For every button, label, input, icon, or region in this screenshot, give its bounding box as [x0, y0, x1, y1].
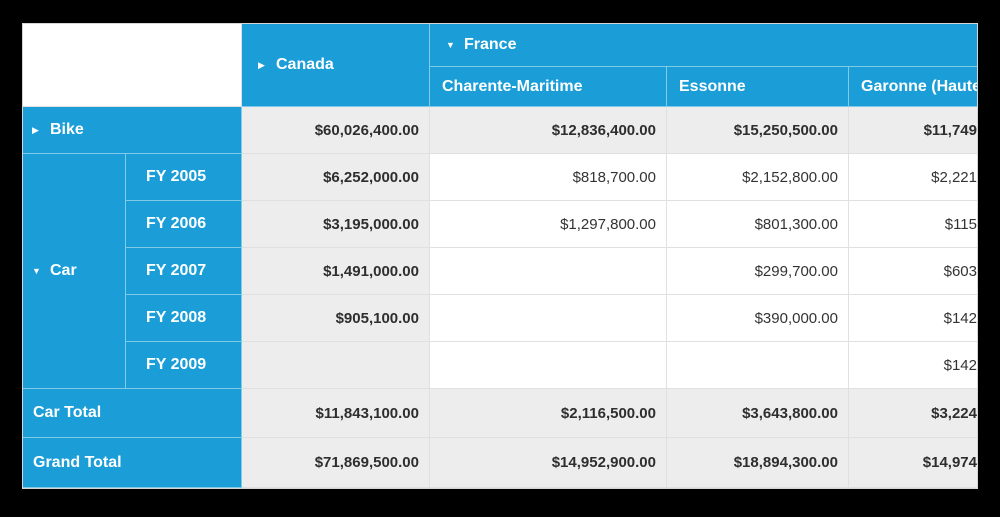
- value-cell: $818,700.00: [430, 154, 667, 201]
- row-header-fy2008[interactable]: FY 2008: [126, 295, 242, 342]
- column-header-garonne[interactable]: Garonne (Haute): [849, 67, 977, 107]
- corner-cell: [23, 24, 242, 107]
- row-header-label: Car: [50, 262, 77, 279]
- value-cell: $905,100.00: [242, 295, 430, 342]
- expand-icon[interactable]: ▶: [258, 60, 265, 70]
- value-cell: [430, 248, 667, 295]
- value-cell: $801,300.00: [667, 201, 849, 248]
- value-cell: $71,869,500.00: [242, 438, 430, 488]
- value-cell: $2,116,500.00: [430, 389, 667, 438]
- value-cell: $603: [849, 248, 977, 295]
- value-cell: $142: [849, 295, 977, 342]
- value-cell: $18,894,300.00: [667, 438, 849, 488]
- column-header-france[interactable]: ▼ France: [430, 24, 977, 67]
- value-cell: [430, 342, 667, 389]
- column-header-charente-maritime[interactable]: Charente-Maritime: [430, 67, 667, 107]
- row-header-car-total[interactable]: Car Total: [23, 389, 242, 438]
- value-cell: $142: [849, 342, 977, 389]
- value-cell: $3,195,000.00: [242, 201, 430, 248]
- row-header-fy2005[interactable]: FY 2005: [126, 154, 242, 201]
- row-header-label: Bike: [50, 121, 84, 138]
- value-cell: $60,026,400.00: [242, 107, 430, 154]
- row-header-fy2006[interactable]: FY 2006: [126, 201, 242, 248]
- value-cell: [667, 342, 849, 389]
- value-cell: $390,000.00: [667, 295, 849, 342]
- value-cell: $3,224: [849, 389, 977, 438]
- value-cell: $15,250,500.00: [667, 107, 849, 154]
- value-cell: $299,700.00: [667, 248, 849, 295]
- column-header-label: Canada: [276, 56, 334, 73]
- value-cell: $1,297,800.00: [430, 201, 667, 248]
- column-header-label: France: [464, 36, 517, 53]
- collapse-icon[interactable]: ▼: [446, 40, 455, 50]
- row-header-bike[interactable]: ▶ Bike: [23, 107, 242, 154]
- expand-icon[interactable]: ▶: [32, 125, 39, 135]
- pivot-table: ▶ Canada ▼ France Charente-Maritime Essonn…: [23, 24, 977, 488]
- pivot-grid: ▶ Canada ▼ France Charente-Maritime Essonn…: [22, 23, 978, 489]
- row-header-grand-total[interactable]: Grand Total: [23, 438, 242, 488]
- row-header-fy2007[interactable]: FY 2007: [126, 248, 242, 295]
- value-cell: $11,843,100.00: [242, 389, 430, 438]
- value-cell: $11,749: [849, 107, 977, 154]
- value-cell: $3,643,800.00: [667, 389, 849, 438]
- value-cell: $1,491,000.00: [242, 248, 430, 295]
- value-cell: [242, 342, 430, 389]
- column-header-essonne[interactable]: Essonne: [667, 67, 849, 107]
- collapse-icon[interactable]: ▼: [32, 266, 41, 276]
- value-cell: $14,974: [849, 438, 977, 488]
- column-header-canada[interactable]: ▶ Canada: [242, 24, 430, 107]
- value-cell: $115: [849, 201, 977, 248]
- value-cell: $2,152,800.00: [667, 154, 849, 201]
- row-header-car[interactable]: ▼ Car: [23, 154, 126, 389]
- row-header-fy2009[interactable]: FY 2009: [126, 342, 242, 389]
- value-cell: $6,252,000.00: [242, 154, 430, 201]
- value-cell: $12,836,400.00: [430, 107, 667, 154]
- value-cell: $2,221: [849, 154, 977, 201]
- value-cell: $14,952,900.00: [430, 438, 667, 488]
- value-cell: [430, 295, 667, 342]
